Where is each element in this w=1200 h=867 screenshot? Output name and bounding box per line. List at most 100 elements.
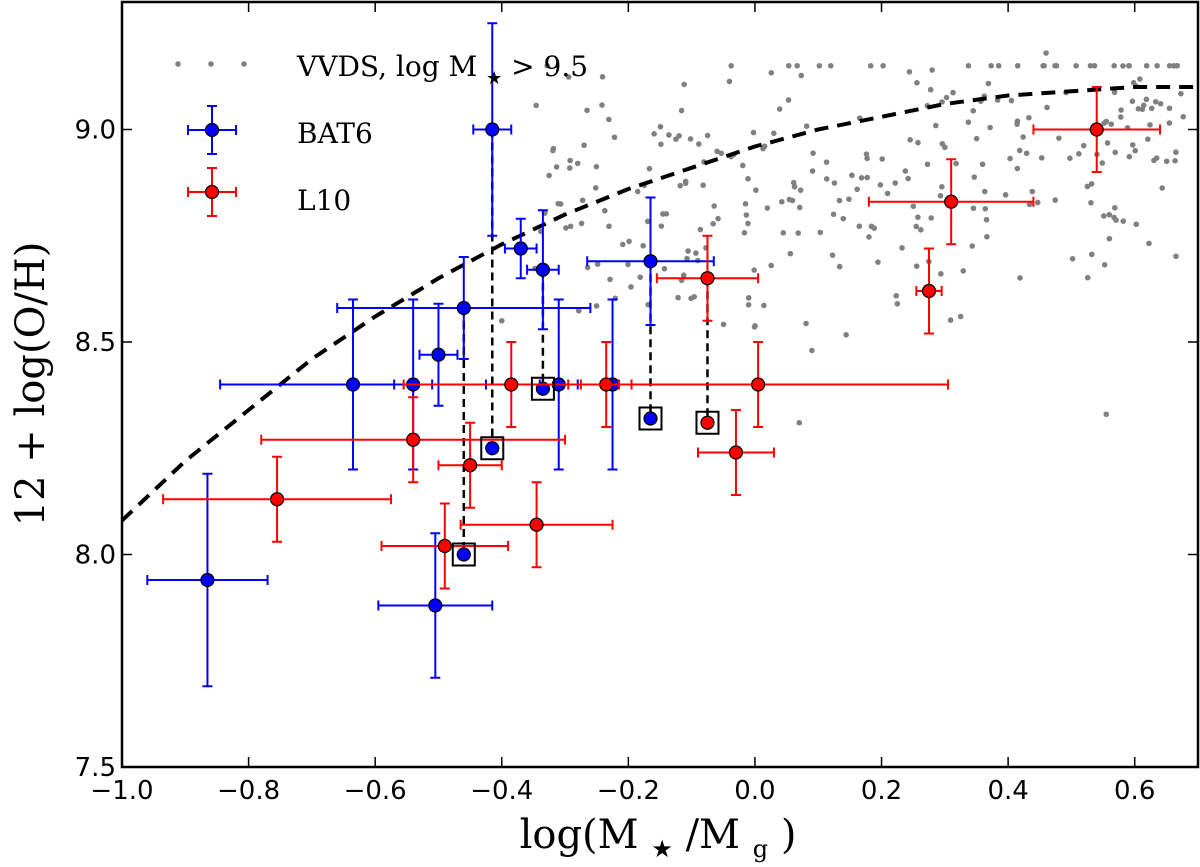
vvds-point: [720, 321, 727, 328]
vvds-point: [606, 223, 612, 230]
vvds-point: [575, 307, 582, 314]
vvds-point: [797, 187, 804, 193]
vvds-point: [1130, 79, 1137, 86]
point-marker: [345, 377, 361, 392]
vvds-point: [663, 211, 670, 217]
vvds-point: [973, 135, 980, 142]
vvds-point: [1106, 211, 1113, 218]
legend-vvds-dot: [241, 61, 247, 67]
vvds-point: [594, 261, 601, 267]
vvds-point: [1084, 183, 1091, 190]
vvds-point: [498, 317, 505, 324]
vvds-point: [581, 142, 587, 149]
box-marker: [451, 542, 476, 567]
vvds-point: [803, 320, 809, 327]
vvds-point: [971, 174, 978, 180]
point-marker: [200, 572, 215, 588]
vvds-point: [1112, 149, 1119, 156]
vvds-point: [657, 123, 664, 130]
l10-point: [437, 421, 503, 509]
vvds-point: [1023, 150, 1030, 157]
point-marker: [643, 411, 658, 426]
vvds-point: [760, 145, 766, 152]
y-axis-title: 12 + log(O/H): [8, 242, 54, 527]
vvds-point: [1103, 118, 1110, 125]
point-marker: [431, 347, 446, 362]
point-marker: [406, 432, 421, 447]
l10-point: [459, 481, 614, 569]
x-tick-label: −0.4: [470, 776, 533, 806]
x-tick-label: 0.0: [734, 776, 775, 806]
vvds-point: [1091, 62, 1098, 69]
vvds-point: [555, 200, 562, 207]
l10-point: [260, 396, 567, 484]
vvds-point: [1020, 134, 1026, 140]
vvds-point: [646, 165, 653, 172]
point-marker: [944, 194, 959, 209]
point-marker: [921, 283, 937, 299]
legend-bat6-text: BAT6: [297, 117, 373, 150]
vvds-point: [681, 81, 687, 88]
vvds-point: [1088, 251, 1095, 258]
point-marker: [513, 241, 528, 256]
vvds-point: [795, 230, 801, 236]
vvds-point: [918, 227, 924, 233]
legend-vvds-dot: [208, 61, 214, 67]
vvds-point: [1104, 140, 1111, 146]
vvds-point: [726, 78, 733, 85]
vvds-point: [1067, 155, 1073, 161]
vvds-point: [913, 223, 920, 230]
vvds-point: [685, 248, 691, 254]
vvds-point: [619, 241, 626, 248]
vvds-point: [1014, 165, 1021, 172]
vvds-point: [678, 107, 685, 114]
legend-vvds-dot: [175, 61, 181, 67]
vvds-point: [868, 223, 875, 230]
vvds-point: [1111, 214, 1117, 221]
vvds-point: [979, 161, 986, 168]
vvds-point: [546, 172, 552, 179]
vvds-point: [846, 196, 852, 202]
vvds-point: [791, 183, 798, 190]
vvds-point: [939, 183, 945, 190]
vvds-point: [902, 168, 909, 174]
vvds-point: [943, 94, 950, 101]
x-tick-label: −0.2: [597, 776, 660, 806]
vvds-point: [1174, 62, 1180, 69]
vvds-point: [836, 197, 843, 204]
vvds-point: [1002, 192, 1009, 198]
vvds-point: [1166, 105, 1173, 112]
vvds-point: [1052, 197, 1059, 203]
vvds-point: [924, 161, 931, 168]
vvds-point: [626, 238, 632, 245]
y-tick-label: 8.0: [75, 541, 116, 571]
vvds-point: [640, 242, 646, 249]
x-tick-label: −0.6: [344, 776, 407, 806]
box-marker: [695, 410, 720, 435]
vvds-point: [751, 267, 757, 273]
vvds-point: [1014, 62, 1021, 69]
legend: VVDS, log M ★ > 9.5 BAT6 L10: [175, 50, 588, 217]
legend-l10-marker: [187, 167, 237, 217]
vvds-point: [796, 419, 803, 426]
point-marker: [485, 122, 500, 137]
vvds-point: [728, 62, 734, 69]
point-marker: [700, 271, 715, 286]
vvds-point: [796, 204, 803, 211]
vvds-point: [1044, 104, 1050, 111]
vvds-point: [1101, 262, 1108, 268]
vvds-point: [768, 262, 775, 269]
vvds-point: [753, 187, 759, 193]
vvds-point: [1100, 213, 1107, 219]
vvds-point: [1120, 63, 1126, 69]
vvds-point: [666, 132, 672, 138]
vvds-point: [864, 155, 870, 162]
vvds-point: [544, 62, 551, 69]
fit-curve-group: [122, 85, 1198, 522]
vvds-point: [905, 175, 911, 182]
vvds-point: [1088, 200, 1094, 206]
vvds-point: [899, 245, 905, 251]
bat6-point: [526, 209, 560, 331]
vvds-point: [937, 192, 944, 199]
